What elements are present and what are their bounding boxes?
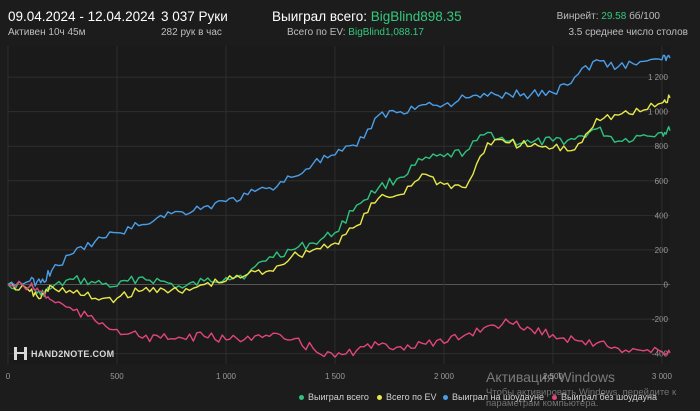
x-tick-label: 3 000 (652, 372, 673, 381)
legend-label-won: Выиграл всего (308, 392, 369, 402)
total-ev-label: Всего по EV: (287, 27, 346, 38)
series-won-line (7, 126, 671, 298)
legend-dot-non-showdown (552, 394, 557, 400)
hand2note-logo: HAND2NOTE.COM (14, 347, 114, 360)
windows-activation-text: Чтобы активировать Windows, перейдите к … (486, 387, 677, 409)
x-tick-label: 1 000 (216, 372, 237, 381)
winrate-label: Винрейт: (556, 11, 599, 22)
legend-item-ev[interactable]: Всего по EV (377, 392, 436, 402)
x-tick-label: 2 500 (543, 372, 564, 381)
x-tick-label: 0 (6, 372, 11, 381)
x-tick-label: 500 (110, 372, 124, 381)
hands-per-hour: 282 рук в час (161, 27, 222, 38)
plot-area (8, 46, 670, 364)
series-non-showdown-line (7, 280, 671, 358)
total-ev-value: BigBlind1,088.17 (348, 27, 424, 38)
active-time: Активен 10ч 45м (8, 27, 86, 38)
windows-activation-title: Активация Windows (486, 369, 616, 385)
hand2note-logo-icon (14, 347, 27, 360)
hand2note-logo-text: HAND2NOTE.COM (31, 348, 115, 359)
hands-count: 3 037 Руки (161, 9, 228, 24)
date-range: 09.04.2024 - 12.04.2024 (8, 9, 156, 24)
legend-item-won[interactable]: Выиграл всего (299, 392, 369, 402)
y-tick-label: 1 000 (648, 108, 669, 117)
x-tick-label: 1 500 (325, 372, 346, 381)
total-ev: Всего по EV: BigBlind1,088.17 (287, 27, 424, 38)
winrate-value: 29.58 (601, 11, 627, 22)
legend-label-showdown: Выиграл на шоудауне (452, 392, 544, 402)
y-tick-label: 1 200 (648, 73, 669, 82)
legend-label-non-showdown: Выиграл без шоудауна (561, 392, 657, 402)
avg-tables: 3.5 среднее число столов (568, 27, 688, 38)
winrate: Винрейт: 29.58 бб/100 (557, 11, 660, 22)
legend-label-ev: Всего по EV (386, 392, 437, 402)
y-tick-label: 0 (664, 281, 669, 290)
legend-dot-showdown (443, 394, 448, 400)
x-tick-label: 2 000 (434, 372, 455, 381)
legend-item-showdown[interactable]: Выиграл на шоудауне (443, 392, 544, 402)
y-tick-label: -200 (652, 315, 669, 324)
series-ev-line (7, 94, 671, 304)
total-won-value: BigBlind898.35 (370, 9, 462, 24)
total-won: Выиграл всего: BigBlind898.35 (272, 9, 462, 24)
winrate-suffix: бб/100 (629, 11, 660, 22)
series-showdown-line (7, 54, 671, 287)
y-tick-label: -400 (652, 350, 669, 359)
total-won-label: Выиграл всего: (272, 9, 367, 24)
legend-dot-ev (377, 394, 382, 400)
legend-dot-won (299, 394, 304, 400)
legend-item-non-showdown[interactable]: Выиграл без шоудауна (552, 392, 657, 402)
